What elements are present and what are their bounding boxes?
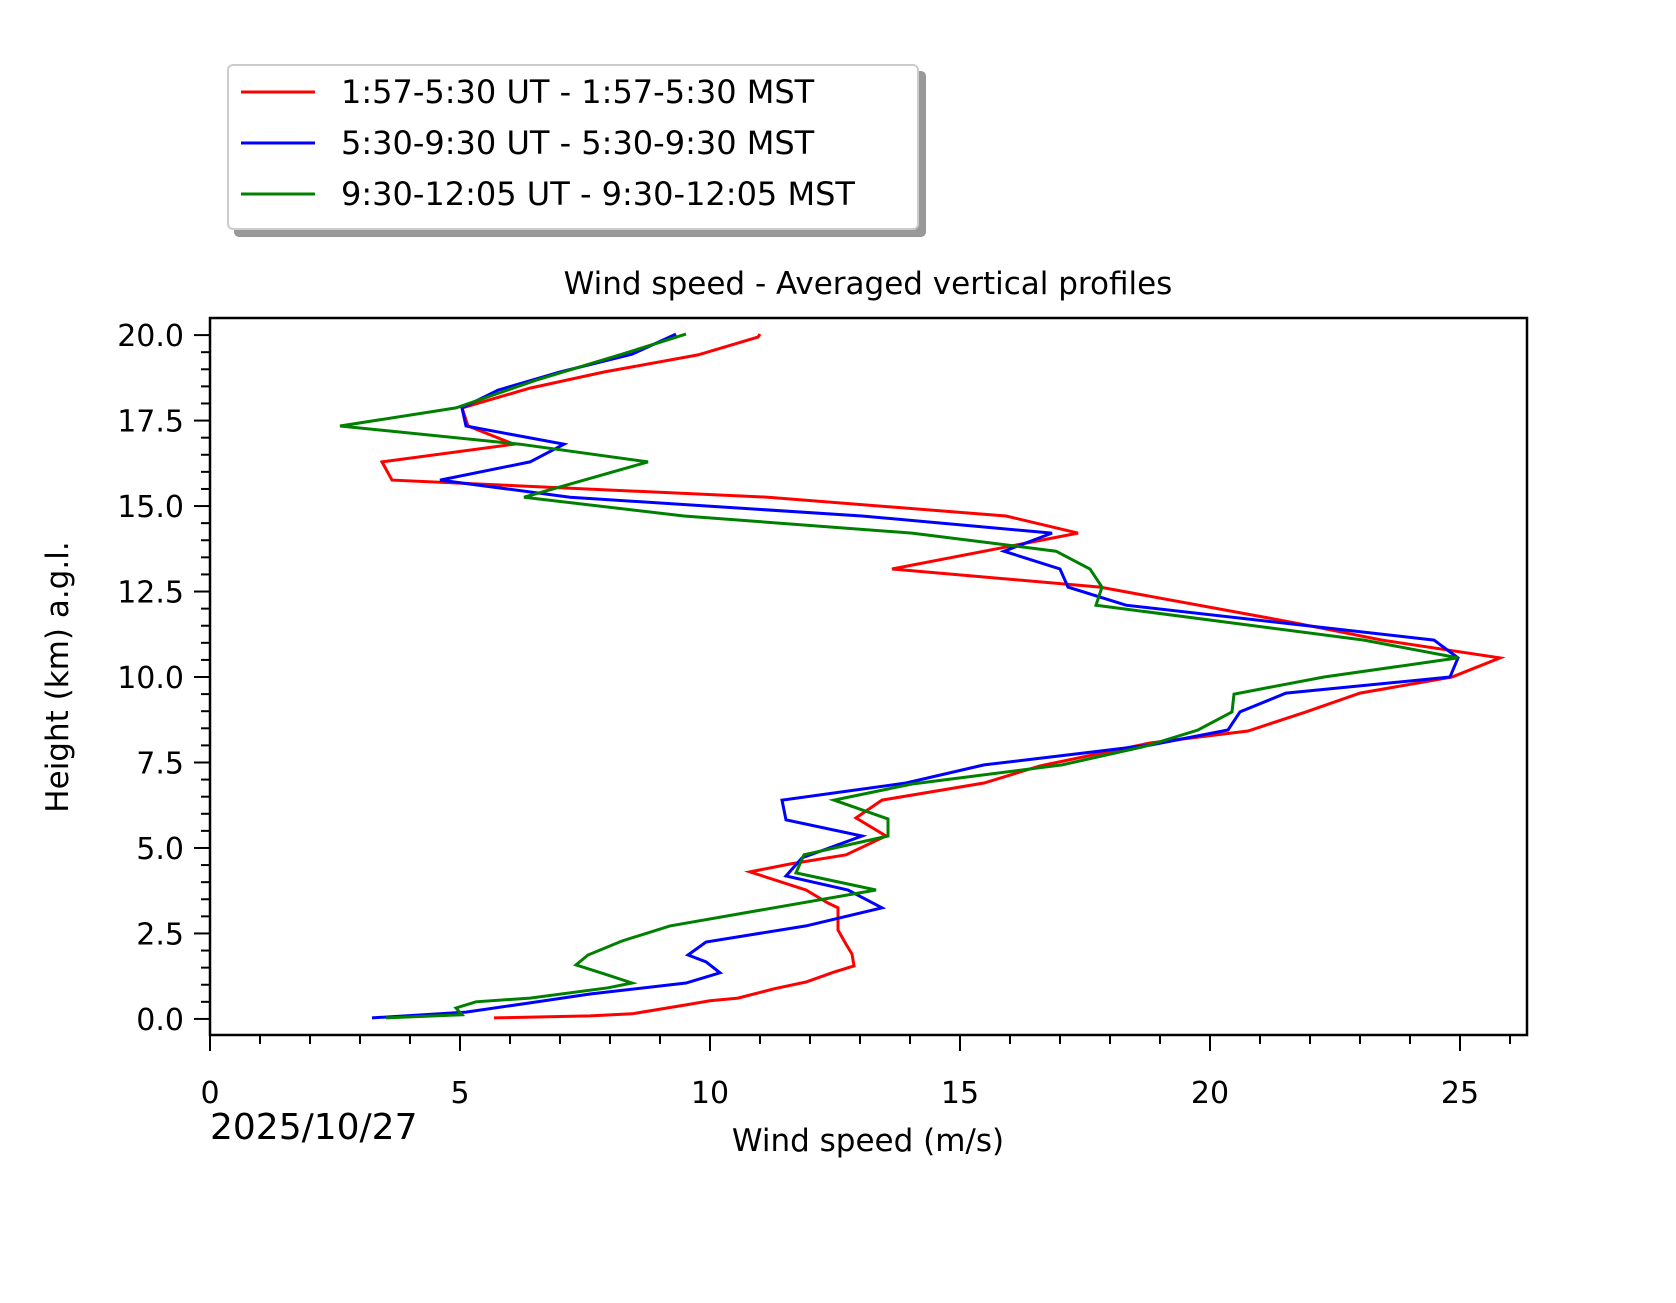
x-tick-label: 20 <box>1191 1076 1229 1111</box>
y-tick-label: 2.5 <box>136 917 184 952</box>
legend-box <box>227 64 919 230</box>
x-tick-label: 5 <box>450 1076 469 1111</box>
legend: 1:57-5:30 UT - 1:57-5:30 MST 5:30-9:30 UT… <box>227 64 926 237</box>
y-tick-label: 7.5 <box>136 746 184 781</box>
x-tick-label: 25 <box>1441 1076 1479 1111</box>
series-line-3 <box>339 332 1459 1020</box>
y-axis: 0.0 2.5 5.0 7.5 10.0 12.5 15.0 17.5 20.0 <box>117 319 210 1038</box>
x-axis: 0 5 10 15 20 25 <box>200 1035 1511 1111</box>
y-axis-label: Height (km) a.g.l. <box>40 541 76 812</box>
y-tick-label: 17.5 <box>117 405 184 440</box>
series-group <box>339 332 1506 1020</box>
y-tick-label: 15.0 <box>117 490 184 525</box>
y-tick-label: 5.0 <box>136 832 184 867</box>
x-tick-label: 15 <box>941 1076 979 1111</box>
x-tick-label: 10 <box>691 1076 729 1111</box>
y-tick-label: 10.0 <box>117 661 184 696</box>
chart-title: Wind speed - Averaged vertical profiles <box>564 266 1173 302</box>
x-axis-label: Wind speed (m/s) <box>732 1123 1004 1159</box>
y-tick-label: 20.0 <box>117 319 184 354</box>
legend-label-2: 5:30-9:30 UT - 5:30-9:30 MST <box>341 124 815 162</box>
x-tick-label: 0 <box>200 1076 219 1111</box>
y-tick-label: 12.5 <box>117 576 184 611</box>
y-tick-label: 0.0 <box>136 1003 184 1038</box>
date-label: 2025/10/27 <box>210 1107 418 1148</box>
legend-label-3: 9:30-12:05 UT - 9:30-12:05 MST <box>341 175 855 213</box>
legend-label-1: 1:57-5:30 UT - 1:57-5:30 MST <box>341 73 815 111</box>
series-line-1 <box>379 333 1506 1020</box>
series-line-2 <box>371 332 1460 1020</box>
